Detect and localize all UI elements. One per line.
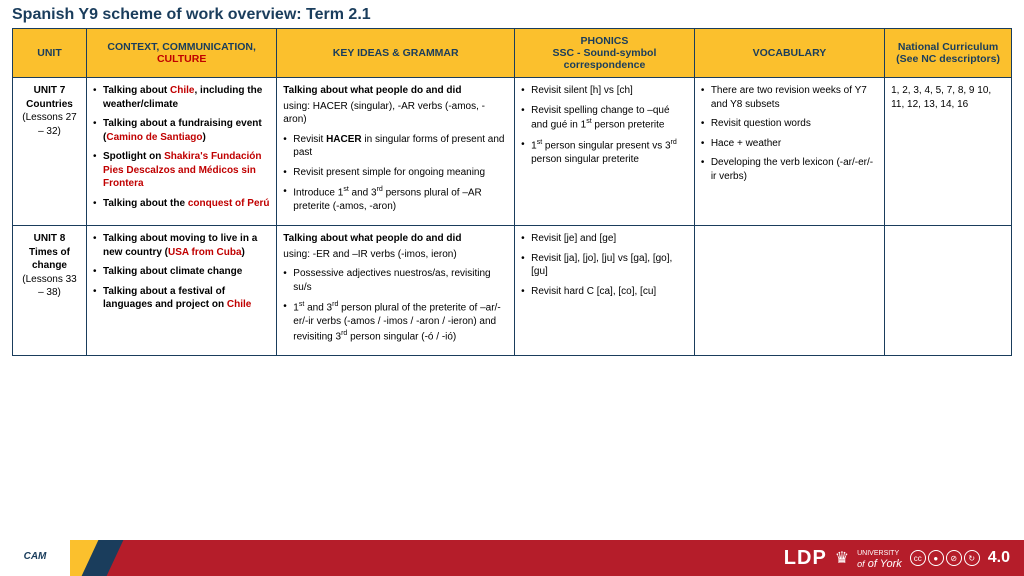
header-row: UNIT CONTEXT, COMMUNICATION, CULTURE KEY… xyxy=(13,29,1012,78)
key-cell: Talking about what people do and didusin… xyxy=(277,78,515,226)
unit-cell: UNIT 7Countries(Lessons 27 – 32) xyxy=(13,78,87,226)
th-context-b: CULTURE xyxy=(157,53,206,65)
scheme-table: UNIT CONTEXT, COMMUNICATION, CULTURE KEY… xyxy=(12,28,1012,356)
th-phonics-a: PHONICS xyxy=(581,35,629,47)
nc-icon: ⊘ xyxy=(946,550,962,566)
vocab-cell: There are two revision weeks of Y7 and Y… xyxy=(694,78,884,226)
cam-logo: CAM xyxy=(24,551,47,562)
york-a: UNIVERSITY xyxy=(857,550,899,557)
th-context-a: CONTEXT, COMMUNICATION, xyxy=(107,41,256,53)
nc-cell xyxy=(885,226,1012,356)
key-item: Introduce 1st and 3rd persons plural of … xyxy=(283,185,508,213)
th-key: KEY IDEAS & GRAMMAR xyxy=(277,29,515,78)
cc-icon: cc xyxy=(910,550,926,566)
vocab-cell xyxy=(694,226,884,356)
key-item: Revisit present simple for ongoing meani… xyxy=(283,166,508,180)
version: 4.0 xyxy=(988,549,1010,567)
unit-cell: UNIT 8Times of change(Lessons 33 – 38) xyxy=(13,226,87,356)
th-nc-a: National Curriculum xyxy=(898,41,998,53)
phonics-item: Revisit silent [h] vs [ch] xyxy=(521,84,688,98)
york-logo: UNIVERSITY of of York xyxy=(857,546,902,570)
context-item: Talking about Chile, including the weath… xyxy=(93,84,270,111)
phonics-item: Revisit [je] and [ge] xyxy=(521,232,688,246)
context-item: Spotlight on Shakira's Fundación Pies De… xyxy=(93,150,270,191)
th-unit: UNIT xyxy=(13,29,87,78)
table-container: UNIT CONTEXT, COMMUNICATION, CULTURE KEY… xyxy=(0,28,1024,356)
th-phonics-c: correspondence xyxy=(564,59,646,71)
footer-logo-box: CAM xyxy=(0,536,70,576)
key-item: Revisit HACER in singular forms of prese… xyxy=(283,133,508,160)
key-item: 1st and 3rd person plural of the preteri… xyxy=(283,300,508,343)
phonics-cell: Revisit silent [h] vs [ch] Revisit spelli… xyxy=(515,78,695,226)
nc-cell: 1, 2, 3, 4, 5, 7, 8, 9 10, 11, 12, 13, 1… xyxy=(885,78,1012,226)
vocab-item: Hace + weather xyxy=(701,137,878,151)
footer-right: LDP ♛ UNIVERSITY of of York cc ● ⊘ ↻ 4.0 xyxy=(784,546,1024,570)
th-nc: National Curriculum (See NC descriptors) xyxy=(885,29,1012,78)
table-row: UNIT 7Countries(Lessons 27 – 32)Talking … xyxy=(13,78,1012,226)
cc-icons: cc ● ⊘ ↻ xyxy=(910,550,980,566)
key-cell: Talking about what people do and didusin… xyxy=(277,226,515,356)
ldp-logo: LDP xyxy=(784,547,827,570)
by-icon: ● xyxy=(928,550,944,566)
phonics-item: Revisit spelling change to –qué and gué … xyxy=(521,104,688,132)
page-title: Spanish Y9 scheme of work overview: Term… xyxy=(0,0,1024,28)
vocab-item: Developing the verb lexicon (-ar/-er/-ir… xyxy=(701,156,878,183)
table-row: UNIT 8Times of change(Lessons 33 – 38)Ta… xyxy=(13,226,1012,356)
vocab-item: Revisit question words xyxy=(701,117,878,131)
context-item: Talking about climate change xyxy=(93,265,270,279)
sa-icon: ↻ xyxy=(964,550,980,566)
th-phonics: PHONICS SSC - Sound-symbol correspondenc… xyxy=(515,29,695,78)
key-item: Possessive adjectives nuestros/as, revis… xyxy=(283,267,508,294)
context-item: Talking about a fundraising event (Camin… xyxy=(93,117,270,144)
table-body: UNIT 7Countries(Lessons 27 – 32)Talking … xyxy=(13,78,1012,356)
york-b: of York xyxy=(868,558,902,570)
context-item: Talking about moving to live in a new co… xyxy=(93,232,270,259)
phonics-item: 1st person singular present vs 3rd perso… xyxy=(521,138,688,166)
phonics-cell: Revisit [je] and [ge] Revisit [ja], [jo],… xyxy=(515,226,695,356)
th-context: CONTEXT, COMMUNICATION, CULTURE xyxy=(87,29,277,78)
context-cell: Talking about moving to live in a new co… xyxy=(87,226,277,356)
th-vocab: VOCABULARY xyxy=(694,29,884,78)
vocab-item: There are two revision weeks of Y7 and Y… xyxy=(701,84,878,111)
phonics-item: Revisit hard C [ca], [co], [cu] xyxy=(521,285,688,299)
footer-bar: CAM LDP ♛ UNIVERSITY of of York cc ● ⊘ ↻… xyxy=(0,540,1024,576)
phonics-item: Revisit [ja], [jo], [ju] vs [ga], [go], … xyxy=(521,252,688,279)
th-nc-b: (See NC descriptors) xyxy=(896,53,1000,65)
context-cell: Talking about Chile, including the weath… xyxy=(87,78,277,226)
crest-icon: ♛ xyxy=(835,548,849,568)
th-phonics-b: SSC - Sound-symbol xyxy=(553,47,657,59)
york-of: of xyxy=(857,559,865,569)
context-item: Talking about the conquest of Perú xyxy=(93,197,270,211)
context-item: Talking about a festival of languages an… xyxy=(93,285,270,312)
